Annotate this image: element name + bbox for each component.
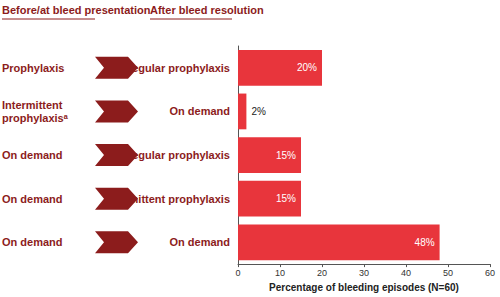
svg-text:Regular prophylaxis: Regular prophylaxis [124,149,230,161]
svg-text:20%: 20% [297,62,317,73]
svg-text:0: 0 [235,268,240,278]
svg-text:15%: 15% [276,193,296,204]
svg-text:50: 50 [443,268,453,278]
svg-text:After bleed resolution: After bleed resolution [150,4,264,16]
svg-text:prophylaxisᵃ: prophylaxisᵃ [2,112,69,124]
svg-text:Intermittent: Intermittent [2,99,66,111]
svg-text:Before/at bleed presentation: Before/at bleed presentation [2,4,151,16]
svg-text:40: 40 [401,268,411,278]
svg-text:2%: 2% [251,106,266,117]
svg-text:Prophylaxis: Prophylaxis [2,62,64,74]
svg-text:On demand: On demand [2,236,63,248]
svg-text:Intermittent prophylaxis: Intermittent prophylaxis [105,193,230,205]
svg-text:60: 60 [485,268,495,278]
svg-text:On demand: On demand [169,236,230,248]
svg-text:30: 30 [359,268,369,278]
svg-text:Percentage of bleeding episode: Percentage of bleeding episodes (N=60) [269,282,459,293]
svg-text:On demand: On demand [2,149,63,161]
svg-text:Regular prophylaxis: Regular prophylaxis [124,62,230,74]
svg-text:48%: 48% [415,237,435,248]
svg-text:15%: 15% [276,150,296,161]
svg-text:20: 20 [317,268,327,278]
svg-text:On demand: On demand [2,193,63,205]
svg-text:10: 10 [275,268,285,278]
svg-text:On demand: On demand [169,105,230,117]
